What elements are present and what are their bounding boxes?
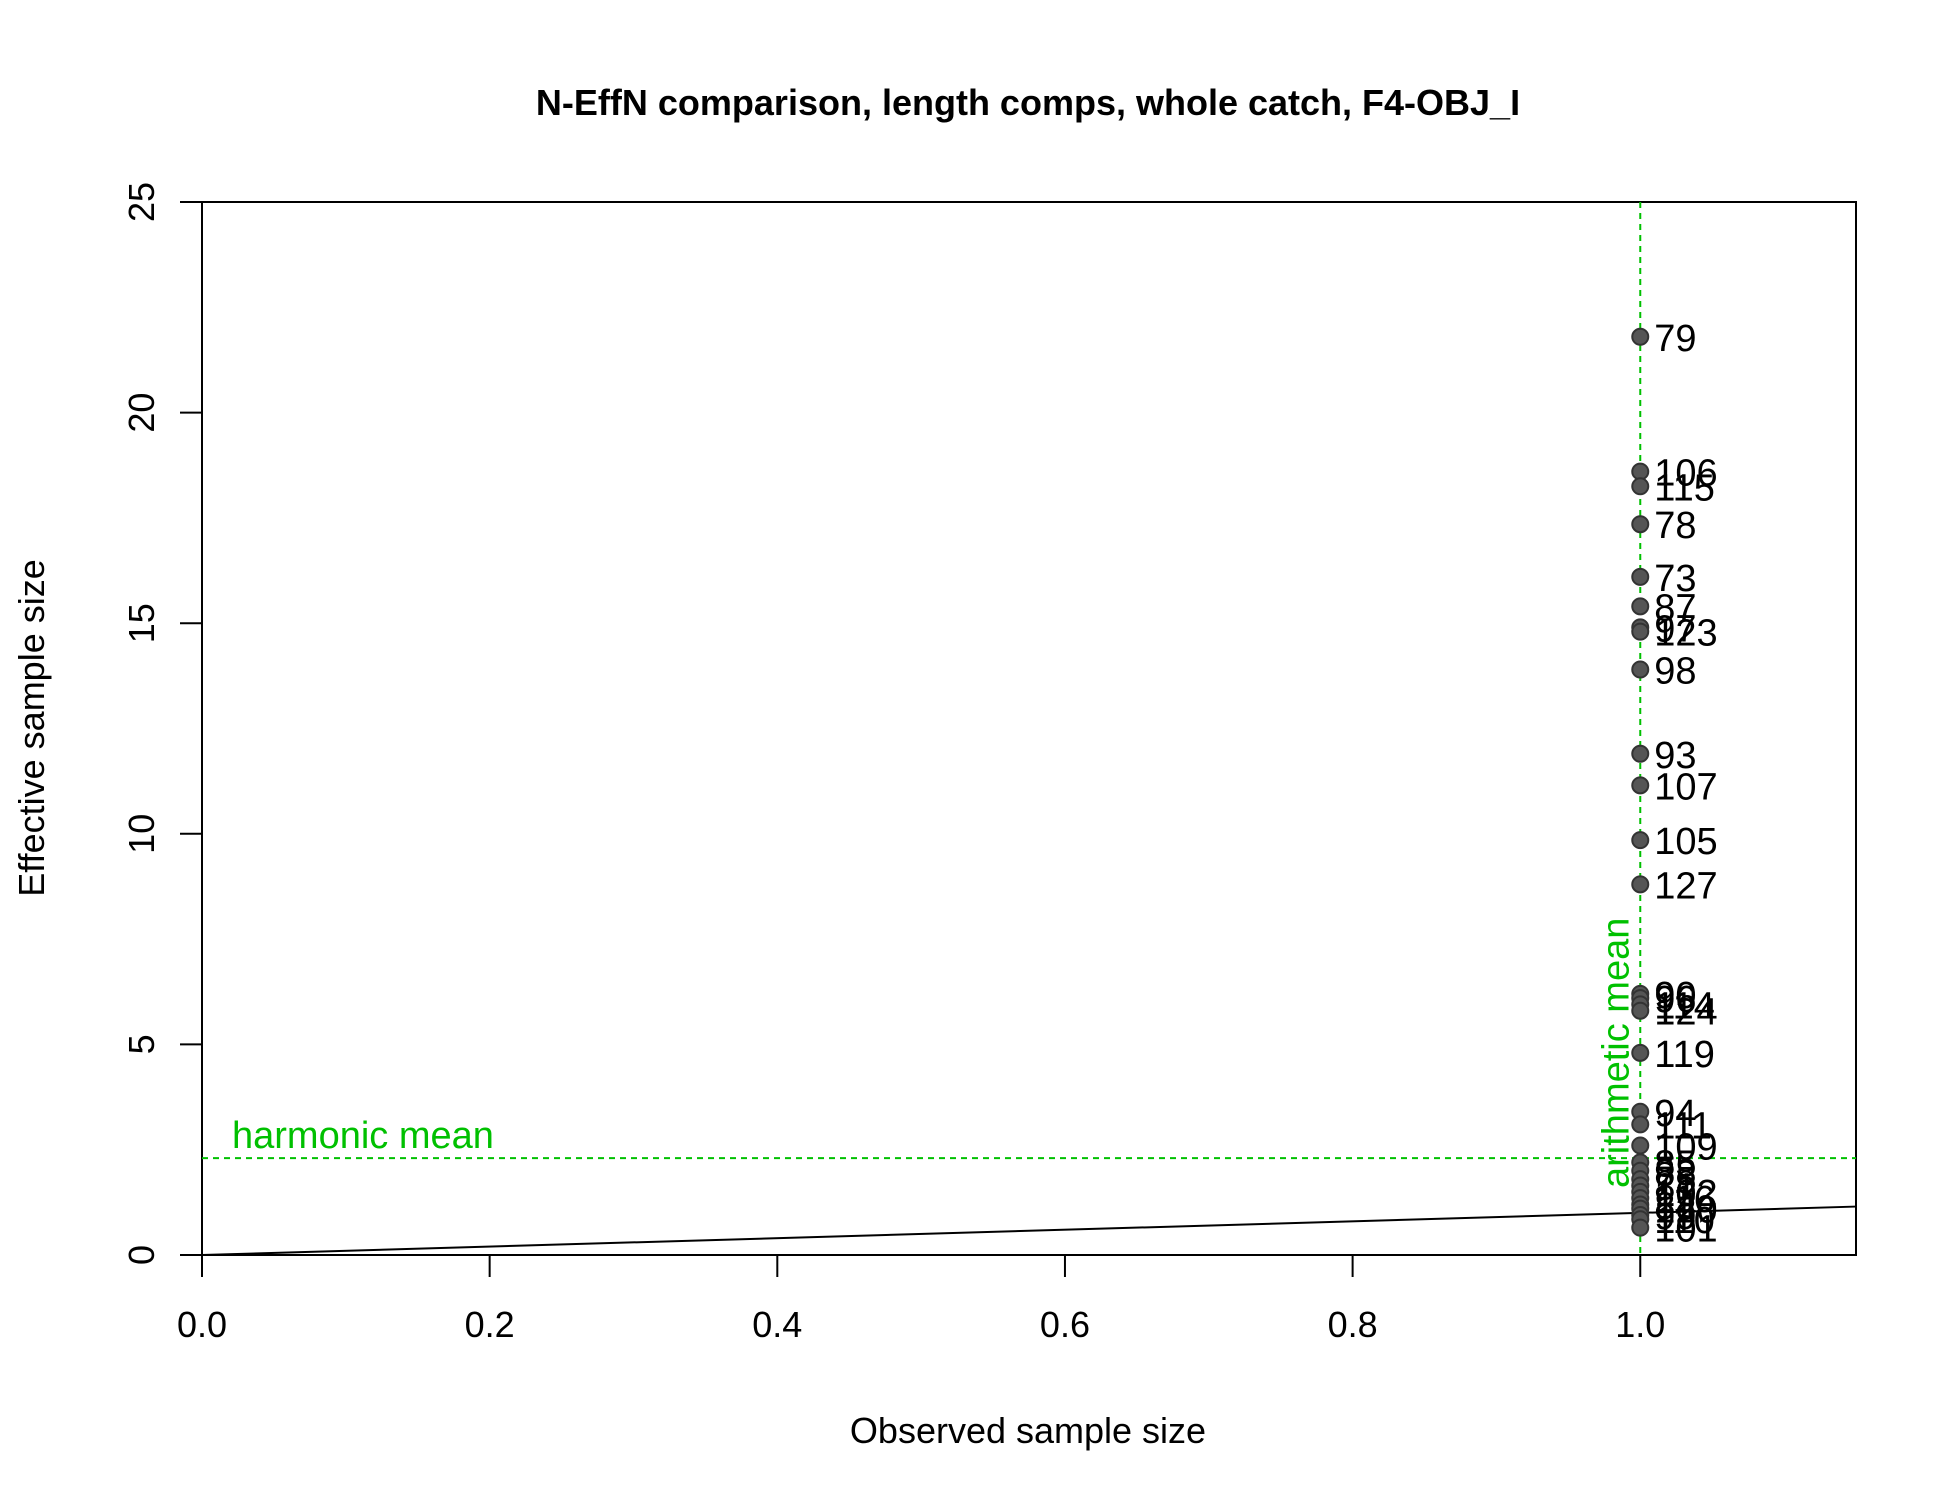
data-point: [1631, 327, 1650, 346]
data-point: [1631, 1136, 1650, 1155]
y-tick-label: 10: [121, 814, 162, 854]
x-tick-label: 0.2: [465, 1304, 515, 1345]
point-label: 81: [1654, 1167, 1696, 1209]
point-labels: 7910611578738797123989310710512790961141…: [1654, 318, 1717, 1251]
y-tick-label: 15: [121, 603, 162, 643]
data-points: [1631, 327, 1650, 1237]
point-label: 94: [1654, 1093, 1696, 1135]
point-label: 98: [1654, 651, 1696, 693]
chart-title: N-EffN comparison, length comps, whole c…: [536, 82, 1520, 123]
point-label: 105: [1654, 821, 1717, 863]
data-point: [1631, 477, 1650, 496]
point-label: 114: [1654, 985, 1715, 1027]
data-point: [1631, 744, 1650, 763]
data-point: [1631, 1043, 1650, 1062]
point-label: 124: [1654, 992, 1717, 1034]
one-to-one-line: [201, 1205, 1857, 1256]
data-point: [1631, 660, 1650, 679]
data-point: [1631, 1218, 1650, 1237]
x-axis-label: Observed sample size: [850, 1410, 1206, 1451]
point-label: 115: [1654, 467, 1715, 509]
x-axis: 0.0 0.2 0.4 0.6 0.8 1.0: [177, 1254, 1665, 1345]
data-point: [1631, 1001, 1650, 1020]
y-axis-label: Effective sample size: [11, 559, 52, 896]
point-label: 78: [1654, 505, 1696, 547]
data-point: [1631, 875, 1650, 894]
point-label: 96: [1654, 979, 1696, 1021]
reference-lines: harmonic mean arithmetic mean: [201, 202, 1857, 1256]
point-label: 84: [1654, 1185, 1696, 1227]
x-tick-label: 0.4: [752, 1304, 802, 1345]
data-point: [1631, 515, 1650, 534]
point-label: 111: [1654, 1105, 1712, 1147]
x-tick-label: 0.8: [1328, 1304, 1378, 1345]
data-point: [1631, 597, 1650, 616]
point-label: 97: [1654, 608, 1696, 650]
point-label: 127: [1654, 865, 1717, 907]
point-label: 85: [1654, 1143, 1696, 1185]
point-label: 90: [1654, 975, 1696, 1017]
point-label: 101: [1654, 1209, 1717, 1251]
data-point: [1631, 622, 1650, 641]
point-label: 73: [1654, 558, 1696, 600]
point-label: 107: [1654, 766, 1717, 808]
point-label: 79: [1654, 318, 1696, 360]
y-tick-label: 25: [121, 182, 162, 222]
point-label: 116: [1654, 1179, 1715, 1221]
y-tick-label: 5: [121, 1034, 162, 1054]
point-label: 93: [1654, 735, 1696, 777]
arithmetic-mean-label: arithmetic mean: [1595, 918, 1637, 1188]
x-tick-label: 1.0: [1615, 1304, 1665, 1345]
y-tick-label: 0: [121, 1245, 162, 1265]
point-label: 110: [1654, 1200, 1715, 1242]
point-label: 119: [1654, 1034, 1715, 1076]
x-tick-label: 0.6: [1040, 1304, 1090, 1345]
data-point: [1631, 776, 1650, 795]
point-label: 123: [1654, 613, 1717, 655]
point-label: 102: [1654, 1173, 1717, 1215]
point-label: 99: [1654, 1196, 1696, 1238]
point-label: 106: [1654, 453, 1717, 495]
point-label: 88: [1654, 1152, 1696, 1194]
point-label: 87: [1654, 587, 1696, 629]
point-label: 75: [1654, 1160, 1696, 1202]
point-label: 109: [1654, 1126, 1717, 1168]
data-point: [1631, 831, 1650, 850]
x-tick-label: 0.0: [177, 1304, 227, 1345]
y-axis: 0 5 10 15 20 25: [121, 182, 203, 1265]
point-label: 120: [1654, 1190, 1717, 1232]
data-point: [1631, 567, 1650, 586]
y-tick-label: 20: [121, 393, 162, 433]
harmonic-mean-label: harmonic mean: [232, 1115, 494, 1157]
data-point: [1631, 1115, 1650, 1134]
data-point: [1631, 462, 1650, 481]
